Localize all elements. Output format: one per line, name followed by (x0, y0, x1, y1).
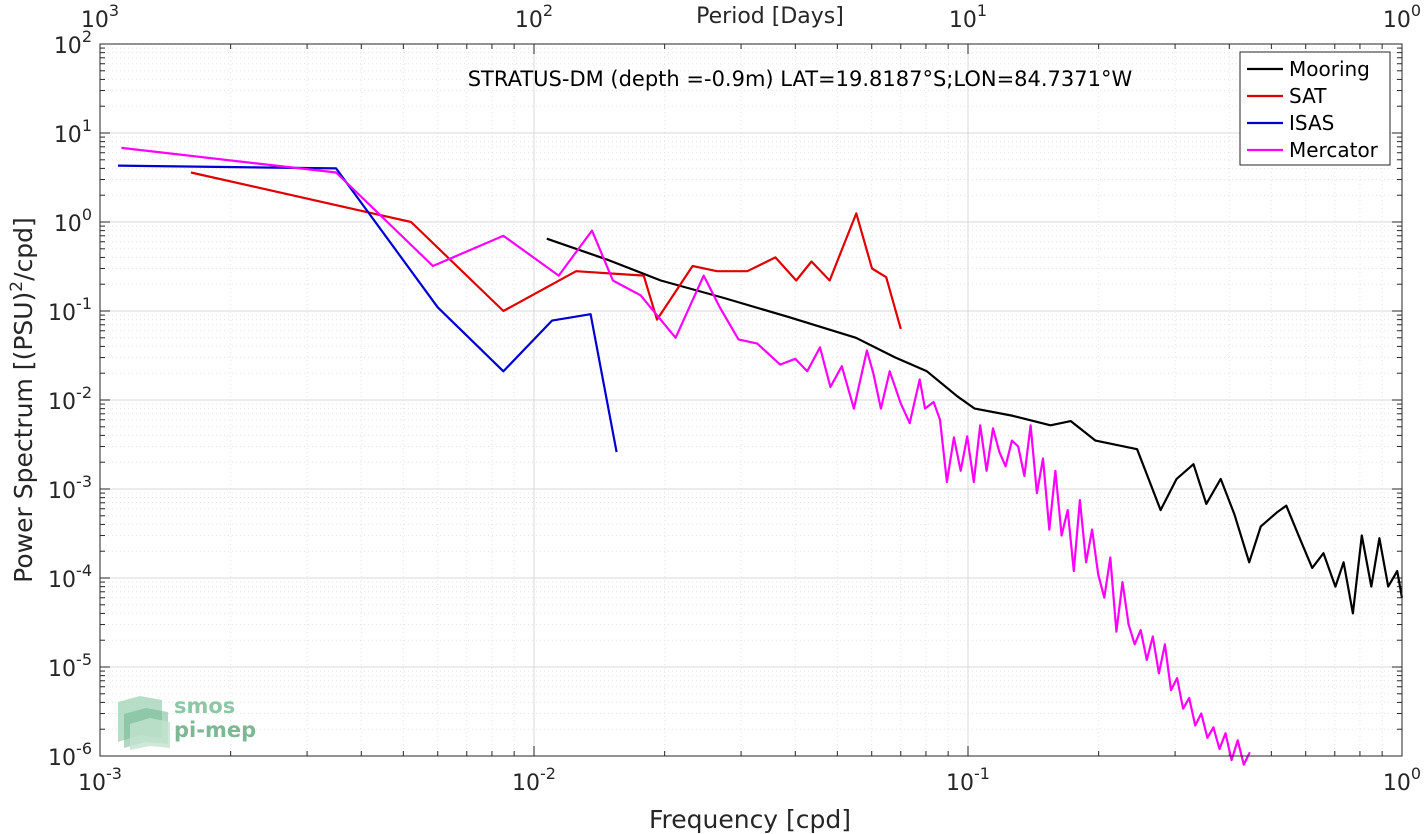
x-tick-label: 100 (1383, 764, 1421, 796)
y-tick-label: 10-6 (48, 739, 92, 771)
tick-marks (99, 44, 1402, 757)
y-tick-label: 101 (54, 116, 92, 148)
x-tick-label: 10-1 (946, 764, 990, 796)
series-line-mooring (546, 237, 1404, 615)
y-tick-label: 10-4 (48, 561, 92, 593)
grid (99, 44, 1402, 757)
top-tick-label: 101 (949, 1, 987, 33)
series-line-mercator (121, 146, 1251, 766)
series-lines (117, 146, 1404, 766)
y-tick-label: 10-1 (48, 294, 92, 326)
y-tick-label: 10-5 (48, 650, 92, 682)
smos-pi-mep-logo: smos pi-mep (118, 694, 256, 750)
legend-label-mercator: Mercator (1289, 138, 1379, 162)
y-tick-label: 100 (54, 205, 92, 237)
legend-label-mooring: Mooring (1289, 57, 1370, 81)
chart-title: STRATUS-DM (depth =-0.9m) LAT=19.8187°S;… (468, 67, 1133, 91)
top-tick-label: 103 (81, 1, 119, 33)
top-axis-label: Period [Days] (696, 4, 844, 29)
watermark-smos: smos (174, 694, 235, 718)
x-tick-label: 10-2 (512, 764, 556, 796)
legend-label-sat: SAT (1289, 84, 1327, 108)
y-tick-label: 10-2 (48, 383, 92, 415)
series-line-isas (117, 164, 618, 453)
top-tick-label: 102 (515, 1, 553, 33)
y-tick-label: 10-3 (48, 472, 92, 504)
top-tick-label: 100 (1383, 1, 1421, 33)
x-axis-label: Frequency [cpd] (649, 805, 851, 834)
plot-frame (99, 43, 1403, 757)
legend-label-isas: ISAS (1289, 111, 1334, 135)
legend: Mooring SAT ISAS Mercator (1239, 51, 1391, 166)
watermark-pi-mep: pi-mep (174, 718, 256, 742)
y-tick-label: 102 (54, 27, 92, 59)
legend-box (1239, 51, 1391, 166)
series-line-sat (190, 171, 902, 330)
x-tick-label: 10-3 (78, 764, 122, 796)
y-axis-label: Power Spectrum [(PSU)2/cpd] (7, 217, 38, 583)
